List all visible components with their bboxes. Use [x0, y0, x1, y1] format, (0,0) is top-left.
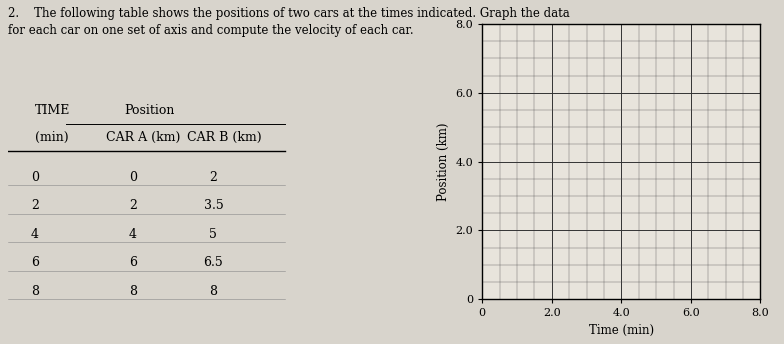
Text: 3.5: 3.5 — [204, 199, 223, 212]
Text: 4: 4 — [129, 228, 137, 240]
Text: 2.    The following table shows the positions of two cars at the times indicated: 2. The following table shows the positio… — [8, 7, 570, 37]
Text: 8: 8 — [209, 284, 217, 298]
Text: 2: 2 — [209, 171, 217, 184]
Text: Position: Position — [124, 104, 174, 117]
Text: 5: 5 — [209, 228, 217, 240]
Y-axis label: Position (km): Position (km) — [437, 122, 450, 201]
Text: TIME: TIME — [34, 104, 70, 117]
Text: 4: 4 — [31, 228, 38, 240]
Text: (min): (min) — [34, 131, 68, 144]
Text: 8: 8 — [31, 284, 38, 298]
Text: 0: 0 — [129, 171, 137, 184]
Text: CAR B (km): CAR B (km) — [187, 131, 261, 144]
Text: 2: 2 — [31, 199, 38, 212]
Text: 6: 6 — [31, 256, 38, 269]
X-axis label: Time (min): Time (min) — [589, 324, 654, 337]
Text: 2: 2 — [129, 199, 137, 212]
Text: 0: 0 — [31, 171, 38, 184]
Text: 8: 8 — [129, 284, 137, 298]
Text: CAR A (km): CAR A (km) — [106, 131, 180, 144]
Text: 6: 6 — [129, 256, 137, 269]
Text: 6.5: 6.5 — [204, 256, 223, 269]
